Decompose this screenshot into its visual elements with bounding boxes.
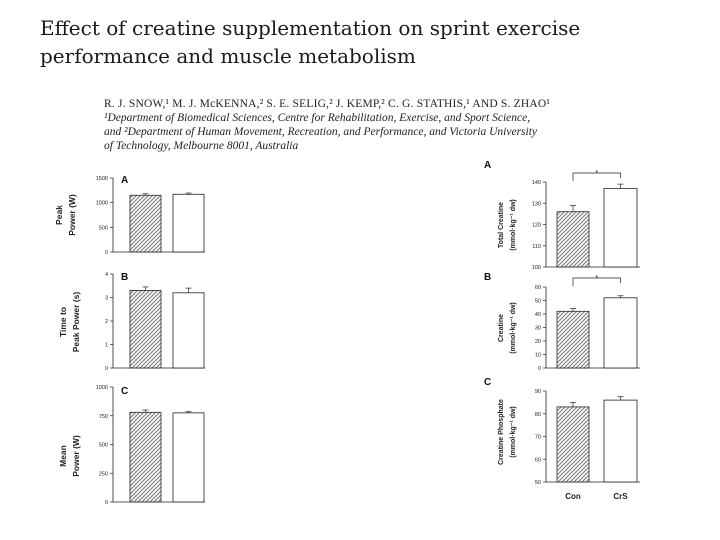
p3-panel-letter: C <box>121 386 128 397</box>
p3-y-label-line-2: Power (W) <box>71 435 81 477</box>
p3-y-label-line-1: Mean <box>58 445 68 467</box>
paper-title: Effect of creatine supplementation on sp… <box>40 16 581 68</box>
p5-bar-crs <box>603 297 638 369</box>
p3-y-tick-label: 0 <box>105 500 108 506</box>
p1-y-label-line-2: Power (W) <box>67 194 77 236</box>
p6-y-label-line-2: (mmol·kg⁻¹ dw) <box>510 406 517 458</box>
p6-y-tick-label: 90 <box>535 389 541 395</box>
p5-y-tick-label: 50 <box>535 299 541 305</box>
p3-y-tick-label: 500 <box>99 443 108 449</box>
affiliation-line-2: and ²Department of Human Movement, Recre… <box>104 126 538 138</box>
p6-y-tick-label: 50 <box>535 480 541 486</box>
p5-y-label-line-2: (mmol·kg⁻¹ dw) <box>510 302 517 354</box>
p6-x-label-crs: CrS <box>613 492 628 501</box>
p1-y-label-line-1: Peak <box>54 205 64 225</box>
p2-y-tick-label: 1 <box>105 343 108 349</box>
p2-y-tick-label: 0 <box>105 366 108 372</box>
p1-bar-crs <box>172 193 205 253</box>
p5-significance-bracket <box>572 277 621 286</box>
p4-bar-crs <box>603 187 638 268</box>
p5-y-tick-label: 10 <box>535 353 541 359</box>
p1-bar-con <box>129 194 162 253</box>
p2-y-label-line-1: Time to <box>58 307 68 337</box>
p2-bar-con <box>129 290 162 369</box>
p4-significance-bracket <box>572 172 621 181</box>
p6-y-tick-label: 70 <box>535 435 541 441</box>
p1-panel-letter: A <box>121 175 128 186</box>
p2-y-tick-label: 3 <box>105 296 108 302</box>
p2-y-tick-label: 2 <box>105 319 108 325</box>
p4-y-tick-label: 140 <box>532 180 541 186</box>
p4-bar-con <box>556 211 590 268</box>
affiliation-line-1: ¹Department of Biomedical Sciences, Cent… <box>104 112 531 124</box>
p3-bar-crs <box>172 412 205 503</box>
p5-panel-letter: B <box>484 272 491 283</box>
p1-y-tick-label: 1500 <box>96 176 108 182</box>
p6-y-label-line-1: Creatine Phosphate <box>498 399 505 465</box>
p4-significance-marker: * <box>595 170 598 177</box>
p1-y-tick-label: 500 <box>99 225 108 231</box>
p6-x-label-con: Con <box>565 492 581 501</box>
p5-y-tick-label: 60 <box>535 285 541 291</box>
p2-bar-crs <box>172 292 205 369</box>
p2-y-label-line-2: Peak Power (s) <box>71 292 81 353</box>
p2-y-tick-label: 4 <box>105 272 108 278</box>
p5-y-tick-label: 0 <box>538 366 541 372</box>
p4-y-tick-label: 100 <box>532 265 541 271</box>
p6-y-tick-label: 60 <box>535 457 541 463</box>
p2-panel-letter: B <box>121 272 128 283</box>
p5-y-label-line-1: Creatine <box>498 314 505 342</box>
p5-y-tick-label: 20 <box>535 339 541 345</box>
p6-panel-letter: C <box>484 377 491 388</box>
p5-significance-marker: * <box>595 275 598 282</box>
p3-y-tick-label: 250 <box>99 471 108 477</box>
p4-y-tick-label: 130 <box>532 201 541 207</box>
p4-y-label-line-2: (mmol·kg⁻¹ dw) <box>510 199 517 251</box>
p5-y-tick-label: 40 <box>535 312 541 318</box>
p1-y-tick-label: 0 <box>105 250 108 256</box>
affiliation-line-3: of Technology, Melbourne 8001, Australia <box>104 140 299 152</box>
p5-bar-con <box>556 310 590 369</box>
author-block: R. J. SNOW,¹ M. J. McKENNA,² S. E. SELIG… <box>104 97 704 153</box>
p3-bar-con <box>129 411 162 503</box>
p3-y-tick-label: 1000 <box>96 385 108 391</box>
author-names: R. J. SNOW,¹ M. J. McKENNA,² S. E. SELIG… <box>104 98 551 110</box>
p4-y-label-line-1: Total Creatine <box>498 202 505 248</box>
p4-panel-letter: A <box>484 160 491 171</box>
p5-y-tick-label: 30 <box>535 326 541 332</box>
p3-y-tick-label: 750 <box>99 414 108 420</box>
p1-y-tick-label: 1000 <box>96 201 108 207</box>
p6-bar-con <box>556 406 590 483</box>
p4-y-tick-label: 120 <box>532 223 541 229</box>
p4-y-tick-label: 110 <box>532 244 541 250</box>
p6-bar-crs <box>603 399 638 483</box>
p6-y-tick-label: 80 <box>535 412 541 418</box>
